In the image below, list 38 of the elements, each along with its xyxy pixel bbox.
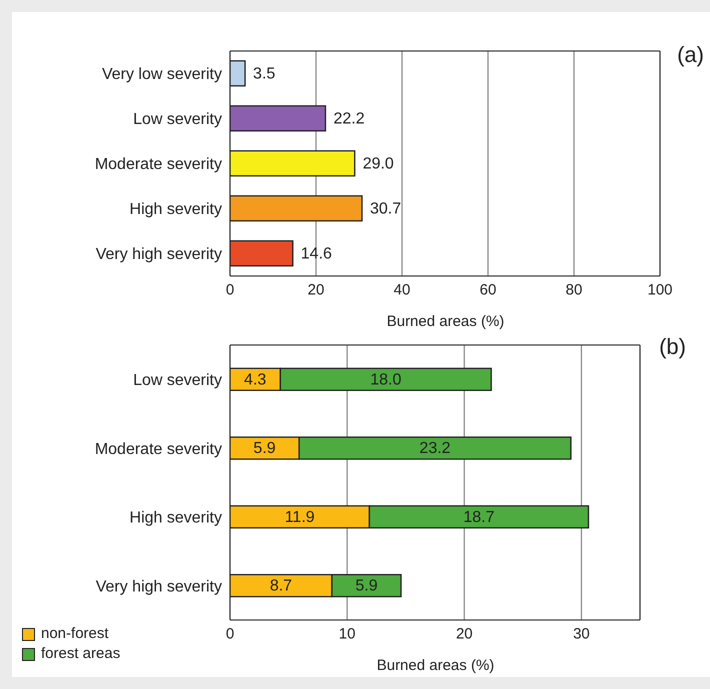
x-tick-label: 100	[647, 282, 673, 299]
y-tick-label: Low severity	[133, 372, 222, 390]
y-tick-label: Very high severity	[96, 578, 222, 596]
data-label: 18.0	[370, 371, 402, 388]
x-axis-title: Burned areas (%)	[376, 657, 496, 674]
y-tick-label: Moderate severity	[94, 156, 222, 174]
y-tick-label: Very low severity	[102, 66, 222, 84]
x-tick-label: 20	[308, 282, 324, 299]
x-tick-label: 80	[566, 282, 582, 299]
data-label: 18.7	[463, 508, 495, 526]
x-tick-label: 30	[573, 626, 590, 643]
y-tick-label: High severity	[130, 510, 222, 527]
x-tick-label: 40	[394, 282, 410, 299]
y-tick-label: High severity	[130, 201, 222, 218]
data-label: 4.3	[244, 371, 266, 388]
data-label: 30.7	[370, 200, 402, 218]
x-tick-label: 0	[226, 626, 234, 643]
data-label: 8.7	[270, 578, 292, 595]
legend-label: non-forest	[41, 624, 109, 644]
x-tick-label: 60	[480, 282, 496, 299]
y-tick-label: Very high severity	[96, 246, 222, 264]
x-tick-label: 10	[338, 626, 356, 643]
legend-label: forest areas	[41, 644, 120, 664]
data-label: 5.9	[253, 440, 276, 458]
data-label: 23.2	[419, 440, 451, 458]
y-tick-label: Moderate severity	[94, 440, 222, 458]
x-axis-title: Burned areas (%)	[386, 313, 506, 330]
y-tick-label: Low severity	[133, 111, 222, 128]
data-label: 29.0	[362, 155, 394, 172]
x-tick-label: 0	[226, 282, 234, 299]
text: (a)	[677, 42, 704, 68]
text: (b)	[659, 334, 686, 360]
data-label: 11.9	[284, 508, 315, 526]
data-label: 22.2	[333, 110, 365, 128]
data-label: 5.9	[355, 578, 378, 595]
data-label: 14.6	[300, 245, 332, 262]
data-label: 3.5	[253, 65, 276, 82]
x-tick-label: 20	[456, 626, 473, 643]
